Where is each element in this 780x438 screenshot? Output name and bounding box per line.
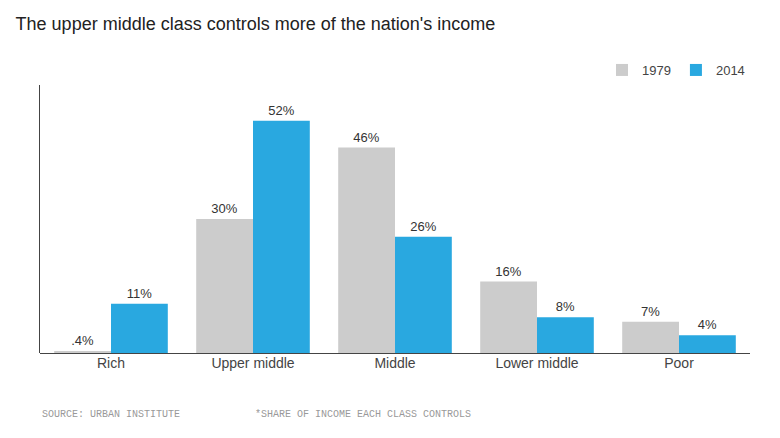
svg-text:Poor: Poor [664, 355, 694, 371]
svg-text:26%: 26% [410, 219, 436, 234]
svg-text:Lower middle: Lower middle [495, 355, 578, 371]
svg-text:Rich: Rich [97, 355, 125, 371]
svg-text:30%: 30% [211, 201, 237, 216]
svg-text:7%: 7% [641, 304, 660, 319]
svg-text:Upper middle: Upper middle [211, 355, 294, 371]
svg-text:16%: 16% [495, 264, 521, 279]
svg-text:2014: 2014 [716, 63, 745, 78]
svg-text:8%: 8% [556, 299, 575, 314]
svg-text:46%: 46% [353, 130, 379, 145]
svg-text:4%: 4% [698, 317, 717, 332]
svg-text:1979: 1979 [642, 63, 671, 78]
svg-text:.4%: .4% [71, 333, 94, 348]
svg-text:Middle: Middle [374, 355, 415, 371]
svg-text:The upper middle class control: The upper middle class controls more of … [16, 14, 496, 34]
svg-text:52%: 52% [268, 103, 294, 118]
svg-text:*SHARE OF INCOME EACH CLASS CO: *SHARE OF INCOME EACH CLASS CONTROLS [255, 409, 471, 420]
svg-text:SOURCE: URBAN INSTITUTE: SOURCE: URBAN INSTITUTE [42, 409, 180, 420]
svg-text:11%: 11% [127, 286, 152, 301]
